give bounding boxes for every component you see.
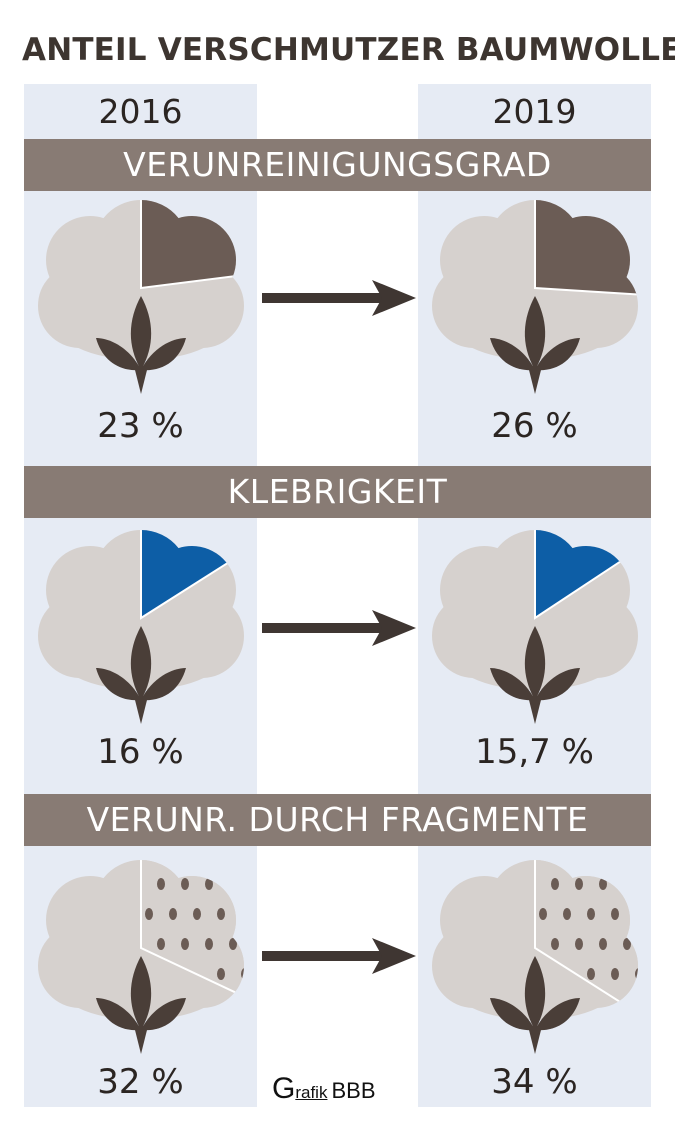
chart-title: ANTEIL VERSCHMUTZER BAUMWOLLE bbox=[22, 32, 675, 68]
banner-verunreinigungsgrad: VERUNREINIGUNGSGRAD bbox=[24, 139, 651, 191]
cotton-leaves bbox=[96, 296, 186, 394]
cotton-leaves bbox=[96, 956, 186, 1054]
fragment-dot bbox=[205, 878, 213, 890]
fragment-dot bbox=[205, 938, 213, 950]
fragment-dot bbox=[575, 938, 583, 950]
fragment-dot bbox=[157, 878, 165, 890]
fragment-dot bbox=[587, 908, 595, 920]
fragment-dot bbox=[181, 938, 189, 950]
arrow-icon bbox=[262, 280, 416, 316]
fragment-dot bbox=[229, 938, 237, 950]
fragment-dot bbox=[169, 858, 177, 860]
cotton-pie-fragmente-2016 bbox=[38, 858, 257, 1054]
fragment-dot bbox=[587, 968, 595, 980]
fragment-dot bbox=[635, 968, 638, 980]
fragment-dot bbox=[635, 858, 643, 860]
fragment-dot bbox=[563, 908, 571, 920]
value-label-verunreinigungsgrad-2019: 26 % bbox=[491, 406, 578, 446]
fragment-dot bbox=[169, 908, 177, 920]
cotton-pie-fragmente-2019 bbox=[432, 858, 651, 1054]
fragment-dot bbox=[145, 908, 153, 920]
fragment-dot bbox=[647, 878, 651, 890]
year-label-2016: 2016 bbox=[98, 92, 183, 131]
fragment-dot bbox=[253, 878, 257, 890]
cotton-leaves bbox=[96, 626, 186, 724]
fragment-dot bbox=[157, 938, 165, 950]
cotton-leaves bbox=[490, 626, 580, 724]
fragment-dot bbox=[193, 858, 201, 860]
fragment-dot bbox=[611, 908, 619, 920]
fragment-dot bbox=[575, 878, 583, 890]
value-label-fragmente-2016: 32 % bbox=[97, 1062, 184, 1102]
fragment-dot bbox=[647, 938, 651, 950]
fragment-dot bbox=[241, 968, 244, 980]
arrow-icon bbox=[262, 610, 416, 646]
cotton-pie-klebrigkeit-2019 bbox=[432, 530, 638, 724]
fragment-dot bbox=[647, 998, 651, 1010]
banner-verunr-durch-fragmente: VERUNR. DURCH FRAGMENTE bbox=[24, 794, 651, 846]
fragment-dot bbox=[563, 858, 571, 860]
credit-logo: Grafik BBB bbox=[272, 1072, 376, 1105]
value-label-verunreinigungsgrad-2016: 23 % bbox=[97, 406, 184, 446]
fragment-dot bbox=[539, 908, 547, 920]
fragment-dot bbox=[241, 908, 244, 920]
fragment-dot bbox=[253, 938, 257, 950]
cotton-pie-verunreinigungsgrad-2016 bbox=[38, 200, 244, 394]
fragment-dot bbox=[551, 938, 559, 950]
value-label-fragmente-2019: 34 % bbox=[491, 1062, 578, 1102]
pie-slice-26 bbox=[534, 200, 638, 297]
pie-slice-23 bbox=[140, 200, 244, 290]
cotton-pie-klebrigkeit-2016 bbox=[38, 530, 244, 724]
fragment-dot bbox=[611, 968, 619, 980]
cotton-leaves bbox=[490, 296, 580, 394]
fragment-dot bbox=[229, 878, 237, 890]
fragment-dot bbox=[193, 908, 201, 920]
fragment-dot bbox=[217, 858, 225, 860]
fragment-dot bbox=[587, 858, 595, 860]
fragment-dot bbox=[241, 858, 249, 860]
fragment-dot bbox=[623, 938, 631, 950]
arrow-icon bbox=[262, 938, 416, 974]
fragment-dot bbox=[551, 878, 559, 890]
cotton-leaves bbox=[490, 956, 580, 1054]
fragment-dot bbox=[217, 968, 225, 980]
value-label-klebrigkeit-2016: 16 % bbox=[97, 732, 184, 772]
cotton-pie-verunreinigungsgrad-2019 bbox=[432, 200, 638, 394]
fragment-dot bbox=[217, 908, 225, 920]
fragment-dot bbox=[181, 878, 189, 890]
fragment-dot bbox=[623, 878, 631, 890]
fragment-dot bbox=[599, 878, 607, 890]
value-label-klebrigkeit-2019: 15,7 % bbox=[475, 732, 594, 772]
fragment-dot bbox=[611, 858, 619, 860]
fragment-dot bbox=[599, 938, 607, 950]
banner-klebrigkeit: KLEBRIGKEIT bbox=[24, 466, 651, 518]
fragment-dot bbox=[635, 908, 638, 920]
year-label-2019: 2019 bbox=[492, 92, 577, 131]
